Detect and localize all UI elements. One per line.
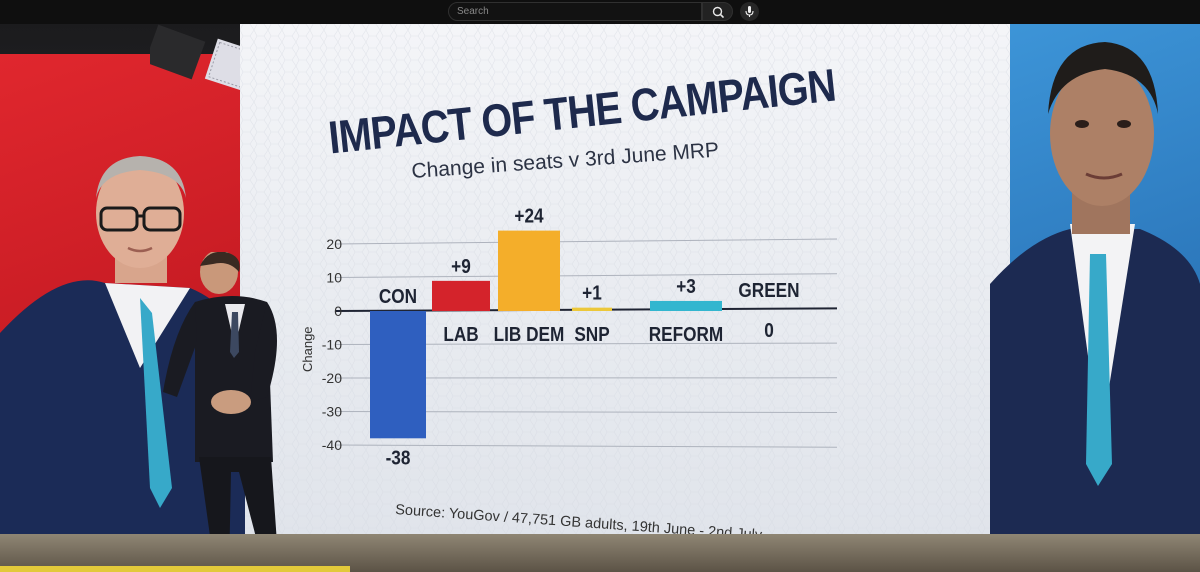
politician-portrait-right — [990, 42, 1200, 572]
bars — [370, 230, 722, 439]
bar-lab — [432, 280, 490, 311]
y-tick-label: -20 — [322, 370, 342, 386]
value-label: +1 — [582, 281, 602, 304]
value-label: +24 — [514, 204, 544, 227]
bar-con — [370, 311, 426, 439]
floor-yellow-strip — [0, 566, 350, 572]
y-tick-label: -10 — [322, 337, 342, 353]
gridline — [334, 238, 838, 245]
category-label: LAB — [443, 323, 478, 346]
search-input[interactable] — [457, 4, 693, 19]
search-button[interactable] — [702, 2, 733, 21]
bar-lib-dem — [498, 230, 560, 311]
y-axis-label: Change — [300, 326, 315, 372]
studio-floor — [0, 534, 1200, 572]
bar-reform — [650, 300, 722, 311]
y-tick-label: -40 — [322, 437, 342, 453]
y-tick-label: -30 — [322, 404, 342, 420]
chart-wall: IMPACT OF THE CAMPAIGN Change in seats v… — [240, 24, 1010, 572]
search-icon — [712, 6, 724, 18]
category-label: GREEN — [738, 279, 799, 302]
bar-snp — [572, 307, 612, 311]
gridline — [334, 444, 838, 448]
y-tick-label: 0 — [334, 303, 342, 319]
studio-scene: IMPACT OF THE CAMPAIGN Change in seats v… — [0, 24, 1200, 572]
y-axis-ticks: 20 10 0 -10 -20 -30 -40 — [322, 236, 342, 453]
category-label: LIB DEM — [494, 323, 565, 346]
top-bar — [0, 0, 1200, 24]
category-label: SNP — [574, 323, 609, 346]
value-label: 0 — [764, 319, 774, 342]
mic-button[interactable] — [740, 2, 759, 21]
category-label: REFORM — [649, 323, 723, 346]
category-label: CON — [379, 285, 417, 308]
category-labels: CON LAB LIB DEM SNP REFORM GREEN — [379, 279, 800, 346]
value-label: +9 — [451, 255, 471, 278]
search-box[interactable] — [448, 2, 702, 21]
value-labels: -38 +9 +24 +1 +3 0 — [386, 204, 774, 468]
value-label: -38 — [386, 446, 411, 469]
value-label: +3 — [676, 275, 696, 298]
y-tick-label: 10 — [326, 270, 342, 286]
bar-chart: IMPACT OF THE CAMPAIGN Change in seats v… — [240, 24, 1010, 572]
mic-icon — [745, 6, 754, 17]
presenter — [163, 252, 279, 572]
gridline — [334, 273, 838, 278]
y-tick-label: 20 — [326, 236, 342, 252]
